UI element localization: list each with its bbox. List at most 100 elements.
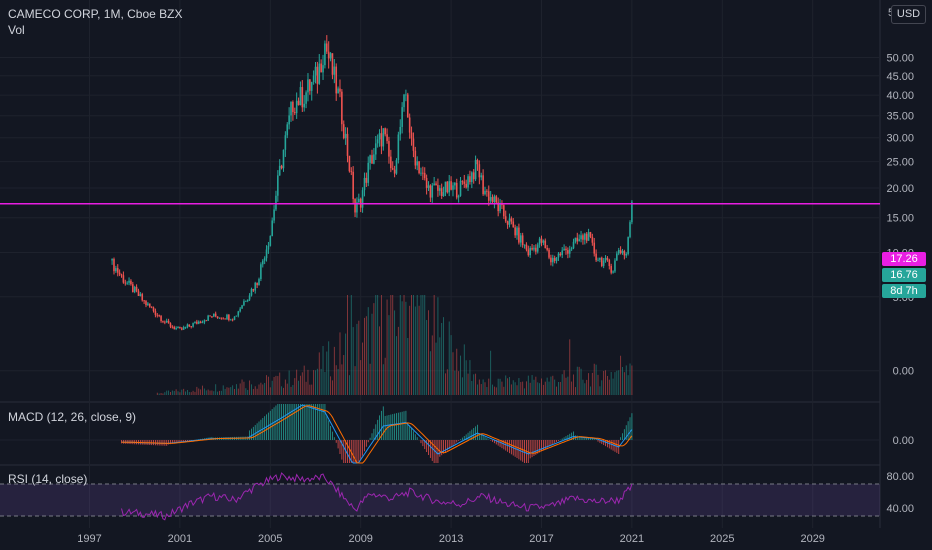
candle-body: [309, 79, 311, 91]
candle-body: [235, 315, 238, 317]
volume-indicator-label[interactable]: Vol: [8, 23, 25, 37]
macd-indicator-label[interactable]: MACD (12, 26, close, 9): [8, 410, 137, 424]
candle-body: [307, 79, 309, 93]
candle-body: [480, 175, 483, 178]
candle-body: [599, 257, 601, 260]
y-tick-label: 30.00: [886, 133, 914, 145]
candle-body: [493, 196, 496, 203]
candle-body: [489, 197, 492, 201]
x-tick-label: 2017: [529, 533, 553, 545]
candle-body: [546, 248, 548, 250]
candle-body: [425, 178, 428, 188]
candle-body: [322, 65, 324, 73]
candle-body: [184, 327, 187, 329]
candle-body: [207, 315, 209, 321]
candle-body: [578, 239, 580, 242]
candle-body: [263, 258, 266, 261]
candle-body: [373, 154, 375, 164]
candle-body: [610, 266, 612, 273]
candle-body: [625, 253, 628, 256]
candle-body: [241, 305, 243, 309]
candle-body: [482, 175, 484, 195]
axis-labels: 1997 2001 2005 2009 2013 2017 2021 2025 2029 0.00…: [77, 52, 914, 545]
candle-body: [261, 260, 264, 265]
candle-body: [211, 316, 213, 318]
candle-body: [122, 275, 125, 283]
candle-body: [495, 196, 498, 203]
candle-body: [503, 205, 505, 217]
candle-body: [627, 237, 629, 254]
candle-body: [111, 258, 113, 261]
candle-body: [167, 320, 170, 324]
candle-body: [318, 63, 321, 84]
x-tick-label: 2029: [800, 533, 824, 545]
candle-body: [376, 139, 379, 144]
candle-body: [148, 303, 151, 307]
symbol-title[interactable]: CAMECO CORP, 1M, Cboe BZX: [8, 7, 183, 21]
candle-body: [593, 242, 596, 254]
candle-body: [293, 112, 296, 114]
candle-body: [126, 282, 128, 284]
candle-body: [548, 249, 550, 258]
candle-body: [344, 133, 347, 139]
candle-body: [595, 253, 597, 261]
candle-body: [399, 126, 402, 135]
candle-body: [118, 272, 121, 275]
candle-body: [552, 257, 554, 263]
rsi-band: [0, 484, 880, 516]
x-tick-label: 2005: [258, 533, 282, 545]
candle-body: [510, 218, 513, 222]
candle-body: [243, 301, 245, 306]
candle-body: [358, 198, 360, 203]
candle-body: [518, 227, 520, 243]
candle-body: [378, 133, 381, 140]
candle-body: [486, 190, 488, 192]
candle-body: [491, 197, 494, 203]
candle-body: [303, 103, 305, 108]
candle-body: [550, 257, 552, 263]
candle-body: [218, 317, 221, 319]
y-tick-label: 20.00: [886, 183, 914, 195]
candle-body: [290, 101, 292, 116]
candle-body: [629, 222, 631, 238]
candle-body: [254, 282, 257, 291]
candle-body: [115, 268, 117, 272]
candle-body: [278, 165, 281, 176]
candle-body: [175, 328, 177, 330]
candle-body: [408, 117, 411, 133]
candle-body: [333, 66, 336, 75]
candle-body: [156, 314, 159, 316]
candle-body: [395, 160, 398, 174]
candle-body: [305, 92, 307, 104]
candle-body: [478, 164, 481, 178]
candle-body: [186, 324, 189, 328]
candle-body: [124, 282, 127, 284]
candle-body: [171, 326, 174, 328]
candle-body: [196, 321, 198, 324]
candle-body: [179, 327, 181, 329]
candle-body: [363, 177, 366, 191]
candle-body: [354, 199, 356, 213]
candle-body: [582, 235, 584, 240]
candle-body: [139, 294, 142, 296]
x-tick-label: 2001: [168, 533, 192, 545]
y-tick-label: 15.00: [886, 213, 914, 225]
rsi-indicator-label[interactable]: RSI (14, close): [8, 472, 88, 486]
candle-body: [299, 87, 302, 106]
candle-body: [342, 124, 345, 139]
candle-body: [295, 100, 298, 114]
candle-body: [474, 159, 477, 180]
candle-body: [320, 63, 322, 73]
candle-body: [258, 279, 260, 286]
candle-body: [154, 311, 157, 315]
candle-body: [250, 289, 253, 296]
x-tick-label: 1997: [77, 533, 101, 545]
candle-body: [182, 327, 185, 330]
candle-body: [433, 183, 435, 186]
candle-body: [476, 159, 479, 165]
candle-body: [135, 286, 138, 291]
candle-body: [499, 203, 501, 212]
candle-body: [608, 259, 611, 267]
currency-button[interactable]: USD: [891, 5, 926, 24]
